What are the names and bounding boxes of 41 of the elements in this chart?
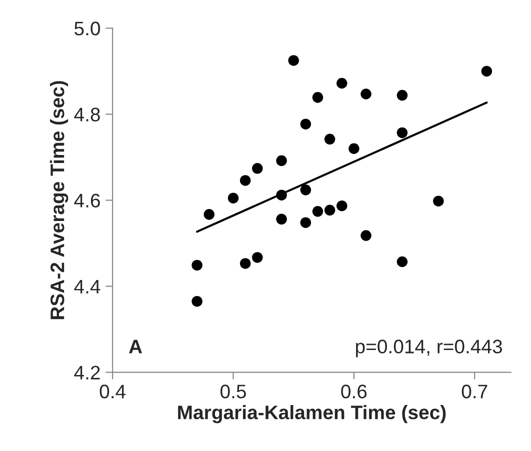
point <box>396 90 408 101</box>
point <box>433 196 444 206</box>
point <box>336 200 348 212</box>
point <box>324 204 336 216</box>
x-tick-label: 0.6 <box>341 384 367 398</box>
annotation: p=0.014, r=0.443 <box>356 340 502 358</box>
point <box>240 175 251 186</box>
y-axis-title: RSA-2 Average Time (sec) <box>50 81 68 320</box>
point <box>336 78 348 89</box>
point <box>481 66 492 77</box>
y-tick-label: 4.6 <box>74 194 100 208</box>
point <box>300 184 312 196</box>
point <box>324 134 336 145</box>
point <box>240 258 251 269</box>
point <box>276 155 287 166</box>
x-tick-label: 0.7 <box>462 384 488 398</box>
x-axis-title: Margaria-Kalamen Time (sec) <box>178 405 446 424</box>
point <box>312 92 324 103</box>
point <box>288 55 299 66</box>
point <box>204 209 214 220</box>
point <box>252 252 263 263</box>
point <box>252 163 263 174</box>
point <box>348 143 360 154</box>
point <box>300 217 312 228</box>
point <box>360 230 372 241</box>
point <box>192 296 202 307</box>
y-tick-label: 4.4 <box>74 280 100 294</box>
x-tick-label: 0.5 <box>220 384 246 398</box>
y-tick-label: 4.8 <box>74 108 100 122</box>
point <box>228 192 239 204</box>
point <box>312 206 324 217</box>
y-tick-label: 5.0 <box>74 22 100 36</box>
y-tick-label: 4.2 <box>74 366 100 380</box>
x-tick-label: 0.4 <box>100 384 126 398</box>
point <box>192 260 202 271</box>
point <box>396 127 408 138</box>
point <box>396 256 408 268</box>
point <box>360 88 372 100</box>
annotation: A <box>128 340 142 354</box>
point <box>300 118 312 130</box>
point <box>276 214 287 225</box>
